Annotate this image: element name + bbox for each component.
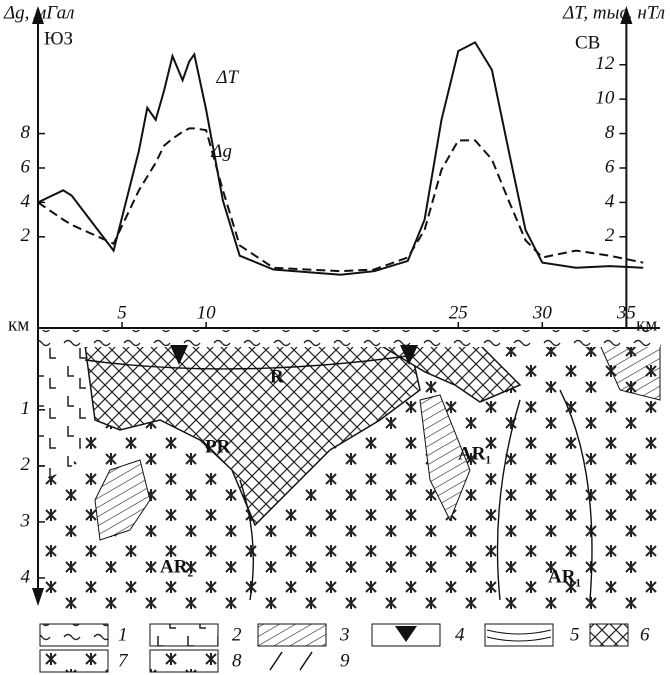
legend-number: 5	[570, 624, 580, 645]
y2-tick-label: 6	[605, 156, 615, 177]
x-tick-label: 10	[197, 302, 217, 323]
data-line	[37, 127, 644, 273]
legend-swatch	[149, 649, 219, 673]
legend-swatch	[39, 649, 109, 673]
data-line	[37, 41, 644, 276]
y-tick-label: 4	[21, 191, 31, 212]
legend-swatch	[486, 629, 552, 642]
legend-swatch	[269, 651, 313, 671]
x-tick-label: 25	[449, 302, 468, 323]
legend-number: 7	[118, 650, 129, 671]
x-tick-label: 5	[117, 302, 127, 323]
y2-tick-label: 8	[605, 122, 615, 143]
legend-number: 4	[455, 624, 465, 645]
legend-swatch	[395, 626, 417, 642]
x-axis-label: км	[8, 314, 29, 335]
legend-number: 2	[232, 624, 242, 645]
y2-tick-label: 10	[595, 88, 615, 109]
legend-number: 8	[232, 650, 242, 671]
depth-tick-label: 1	[21, 398, 31, 419]
series-label: ΔT	[215, 67, 239, 88]
legend-number: 1	[118, 624, 128, 645]
x-axis-label: км	[636, 314, 657, 335]
depth-tick-label: 2	[21, 454, 31, 475]
legend-swatch	[149, 623, 219, 647]
right-direction: СВ	[575, 32, 600, 53]
y2-axis-arrow	[620, 6, 633, 24]
legend-swatch	[589, 623, 629, 647]
legend	[39, 623, 629, 673]
faults	[84, 354, 593, 601]
right-hatch	[380, 345, 520, 402]
y2-tick-label: 4	[605, 191, 615, 212]
y-axis-title: Δg, мГал	[3, 2, 74, 23]
x-tick-label: 35	[616, 302, 636, 323]
cover	[38, 330, 660, 347]
left-direction: ЮЗ	[44, 28, 73, 49]
unit-label: R	[270, 366, 284, 387]
unit-label: PR	[205, 436, 231, 457]
dyke	[420, 395, 470, 520]
legend-swatch	[484, 623, 554, 647]
unit-label: AR₁	[548, 566, 581, 587]
legend-swatch	[257, 623, 327, 647]
legend-number: 9	[340, 650, 350, 671]
l-unit	[38, 345, 95, 480]
pr-unit	[85, 345, 420, 525]
unit-label: AR₁	[458, 443, 491, 464]
y-tick-label: 8	[21, 122, 31, 143]
depth-tick-label: 4	[21, 566, 31, 587]
geologic-section	[38, 327, 661, 610]
depth-tick-label: 3	[20, 510, 31, 531]
legend-swatch	[39, 623, 109, 647]
unit-label: AR₂	[160, 556, 193, 577]
y2-axis-title: ΔT, тыс. нТл	[562, 2, 665, 23]
y2-tick-label: 2	[605, 225, 615, 246]
legend-number: 6	[640, 624, 650, 645]
legend-number: 3	[339, 624, 350, 645]
y-tick-label: 2	[21, 225, 31, 246]
ar2-lens	[95, 460, 150, 540]
y-tick-label: 6	[21, 156, 31, 177]
series-label: Δg	[210, 141, 232, 162]
y2-tick-label: 12	[595, 53, 615, 74]
x-tick-label: 30	[532, 302, 553, 323]
